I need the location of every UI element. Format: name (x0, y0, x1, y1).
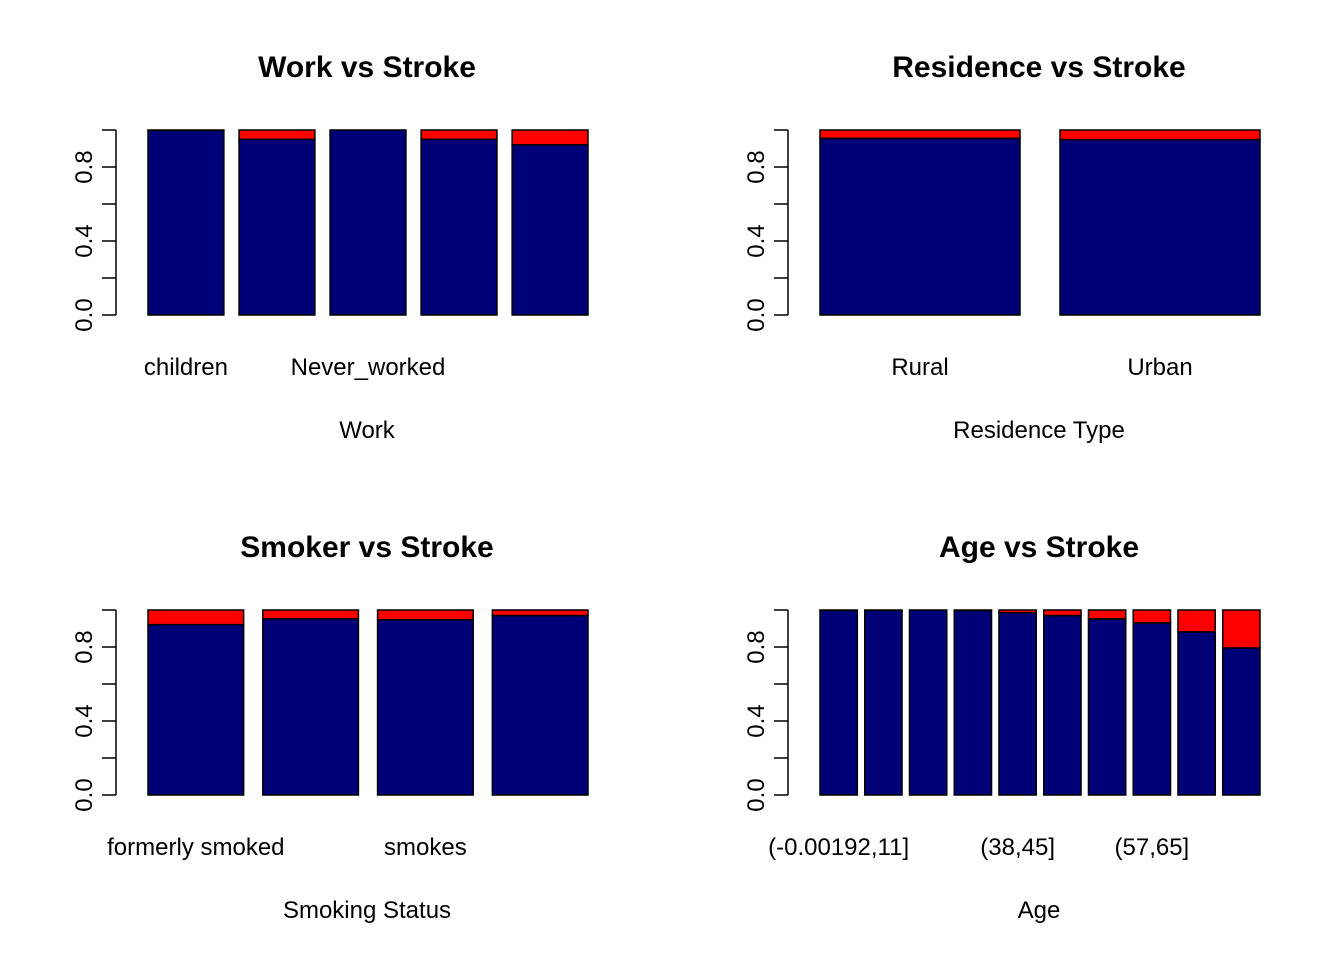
y-axis: 0.0 0.4 0.8 (71, 129, 117, 332)
y-tick-label: 0.8 (743, 630, 770, 663)
x-axis-categories: Rural Urban (891, 354, 1192, 381)
panel-age: Age vs Stroke Age 0.0 0.4 0.8 (-0.00192,11… (743, 531, 1261, 924)
x-axis-label: Residence Type (953, 417, 1125, 444)
bar-segment-no-stroke (1059, 138, 1261, 316)
panel-residence: Residence vs Stroke Residence Type 0.00.… (743, 51, 1261, 444)
x-tick-label: smokes (384, 834, 467, 861)
chart-title: Smoker vs Stroke (240, 531, 493, 564)
y-tick-label: 0.4 (71, 704, 98, 737)
bar-segment-no-stroke (1087, 618, 1127, 796)
bar-segment-stroke (1087, 609, 1127, 620)
x-axis-categories: (-0.00192,11] (38,45] (57,65] (768, 834, 1189, 861)
y-tick-label: 0.4 (743, 704, 770, 737)
x-axis-categories: formerly smoked smokes (107, 834, 467, 861)
bar-segment-no-stroke (1132, 622, 1172, 796)
bar-segment-no-stroke (376, 619, 474, 796)
x-axis-categories: children Never_worked (144, 354, 445, 381)
x-axis-label: Age (1018, 897, 1061, 924)
x-tick-label: (38,45] (980, 834, 1055, 861)
y-tick-label: 0.8 (71, 630, 98, 663)
y-tick-label: 0.0 (71, 298, 98, 331)
chart-title: Work vs Stroke (258, 51, 476, 84)
x-tick-label: children (144, 354, 228, 381)
bar-segment-stroke (1221, 609, 1261, 649)
bar-segment-stroke (1042, 609, 1082, 617)
bar-segment-no-stroke (1042, 614, 1082, 796)
bar-segment-no-stroke (420, 138, 498, 316)
chart-title: Age vs Stroke (939, 531, 1139, 564)
bar-segment-stroke (1177, 609, 1217, 633)
bar-segment-no-stroke (819, 137, 1021, 316)
panel-smoker: Smoker vs Stroke Smoking Status 0.00.40.… (71, 531, 589, 924)
x-tick-label: Never_worked (291, 354, 446, 381)
bar-segment-stroke (998, 609, 1038, 614)
panel-work: Work vs Stroke Work 0.0 0.4 0.8 children Ne… (71, 51, 589, 444)
bars (819, 609, 1261, 796)
bar-segment-no-stroke (262, 617, 360, 796)
bar-segment-stroke (511, 129, 589, 146)
y-axis: 0.0 0.4 0.8 (743, 609, 789, 812)
bar-segment-no-stroke (147, 623, 245, 796)
bar-segment-no-stroke (1221, 647, 1261, 796)
y-tick-label: 0.0 (743, 778, 770, 811)
bars (147, 609, 589, 796)
y-tick-label: 0.4 (71, 224, 98, 257)
bar-segment-no-stroke (953, 609, 993, 796)
bar-segment-no-stroke (864, 609, 903, 796)
bar-segment-stroke (376, 609, 474, 621)
bars (147, 129, 589, 316)
x-tick-label: (57,65] (1115, 834, 1190, 861)
x-tick-label: Urban (1127, 354, 1192, 381)
bars (819, 129, 1261, 316)
bar-segment-no-stroke (491, 614, 589, 796)
x-axis-label: Smoking Status (283, 897, 451, 924)
bar-segment-no-stroke (329, 129, 407, 316)
bar-segment-stroke (1059, 129, 1261, 141)
bar-segment-stroke (491, 609, 589, 617)
bar-segment-stroke (262, 609, 360, 620)
y-tick-label: 0.0 (743, 298, 770, 331)
y-axis: 0.0 0.4 0.8 (743, 129, 789, 332)
bar-segment-stroke (420, 129, 498, 140)
y-tick-label: 0.0 (71, 778, 98, 811)
x-tick-label: formerly smoked (107, 834, 284, 861)
bar-segment-stroke (238, 129, 316, 140)
y-tick-label: 0.8 (71, 150, 98, 183)
y-axis: 0.0 0.4 0.8 (71, 609, 117, 812)
y-tick-label: 0.8 (743, 150, 770, 183)
bar-segment-stroke (953, 609, 993, 612)
bar-segment-no-stroke (1177, 631, 1217, 796)
x-tick-label: Rural (891, 354, 948, 381)
bar-segment-no-stroke (511, 144, 589, 316)
bar-segment-no-stroke (238, 138, 316, 316)
chart-title: Residence vs Stroke (892, 51, 1185, 84)
bar-segment-stroke (819, 129, 1021, 140)
bar-segment-no-stroke (998, 612, 1038, 796)
bar-segment-no-stroke (147, 129, 225, 316)
x-tick-label: (-0.00192,11] (768, 834, 909, 861)
bar-segment-stroke (147, 609, 245, 626)
y-tick-label: 0.4 (743, 224, 770, 257)
bar-segment-stroke (1132, 609, 1172, 624)
x-axis-label: Work (339, 417, 396, 444)
bar-segment-no-stroke (908, 609, 948, 796)
bar-segment-no-stroke (819, 609, 859, 796)
